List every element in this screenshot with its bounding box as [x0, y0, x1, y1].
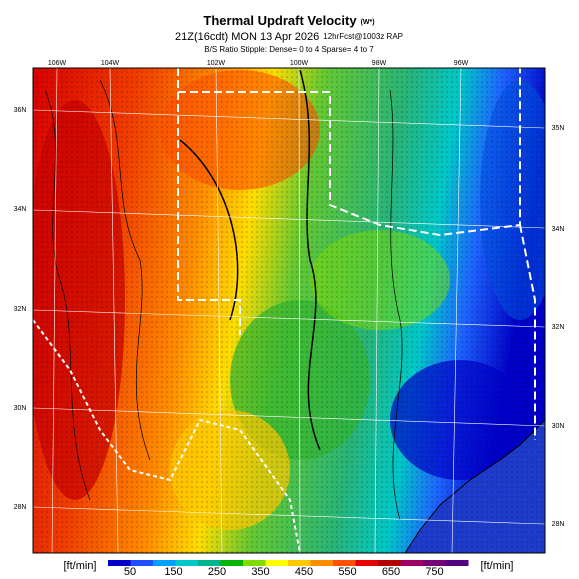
lat-label: 32N — [552, 324, 565, 331]
lat-label: 32N — [14, 306, 27, 313]
colorbar-tick-label: 450 — [295, 566, 313, 578]
colorbar-swatch — [220, 560, 244, 566]
colorbar-swatch — [378, 560, 401, 566]
lat-label: 36N — [14, 107, 27, 114]
stipple-note: B/S Ratio Stipple: Dense= 0 to 4 Sparse=… — [204, 45, 374, 54]
title: Thermal Updraft Velocity (W*) — [203, 13, 374, 28]
colorbar-swatch — [400, 560, 424, 566]
lat-label: 35N — [552, 125, 565, 132]
lon-label: 98W — [372, 60, 387, 67]
lon-label: 96W — [454, 60, 469, 67]
colorbar-tick-label: 750 — [425, 566, 443, 578]
colorbar-swatch — [265, 560, 289, 566]
colorbar-tick-label: 650 — [382, 566, 400, 578]
colorbar-swatch — [423, 560, 446, 566]
colorbar-swatch — [355, 560, 379, 566]
lon-label: 102W — [207, 60, 226, 67]
lat-label: 34N — [14, 206, 27, 213]
colorbar-swatch — [130, 560, 154, 566]
lon-label: 104W — [101, 60, 120, 67]
colorbar-swatch — [288, 560, 311, 566]
map-frame — [32, 67, 546, 554]
lat-label: 28N — [552, 521, 565, 528]
lat-label: 34N — [552, 226, 565, 233]
colorbar-swatch — [310, 560, 334, 566]
map — [33, 68, 545, 553]
colorbar-tick-label: 250 — [208, 566, 226, 578]
colorbar: 50 150 250 350 450 550 650 750 — [108, 560, 469, 578]
colorbar-tick-label: 350 — [251, 566, 269, 578]
colorbar-swatch — [153, 560, 176, 566]
colorbar-swatch — [108, 560, 131, 566]
colorbar-swatch — [333, 560, 356, 566]
colorbar-tick-label: 150 — [164, 566, 182, 578]
colorbar-swatch — [175, 560, 199, 566]
run-info: 21Z(16cdt) MON 13 Apr 2026 12hrFcst@1003z… — [175, 31, 403, 43]
colorbar-swatch — [198, 560, 221, 566]
unit-label: [ft/min] — [480, 560, 513, 572]
lon-label: 100W — [290, 60, 309, 67]
lon-label: 106W — [48, 60, 67, 67]
colorbar-swatch — [445, 560, 469, 566]
lat-label: 30N — [14, 405, 27, 412]
colorbar-swatch — [243, 560, 266, 566]
lat-label: 28N — [14, 504, 27, 511]
colorbar-tick-label: 550 — [338, 566, 356, 578]
lat-label: 30N — [552, 423, 565, 430]
unit-label: [ft/min] — [63, 560, 96, 572]
colorbar-tick-label: 50 — [124, 566, 136, 578]
